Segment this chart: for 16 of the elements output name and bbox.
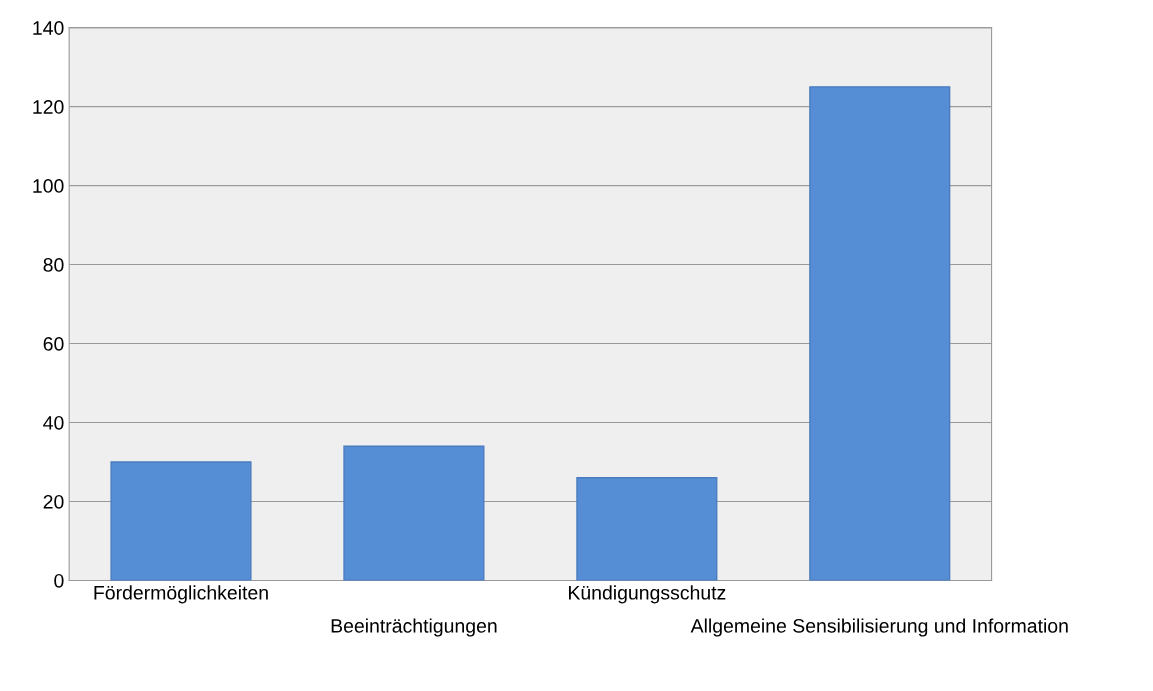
y-tick-label: 100: [33, 179, 64, 193]
bar: [809, 86, 951, 581]
x-tick-label: Allgemeine Sensibilisierung und Information: [690, 618, 1068, 637]
x-tick-label: Kündigungsschutz: [568, 585, 726, 604]
bar: [343, 445, 485, 581]
bar: [110, 461, 252, 581]
y-tick-label: 40: [43, 415, 64, 430]
x-tick-label: Beeinträchtigungen: [331, 618, 497, 637]
x-tick-label: Fördermöglichkeiten: [94, 585, 268, 604]
y-tick-label: 80: [43, 258, 64, 272]
y-tick-label: 120: [33, 100, 64, 114]
y-tick-label: 20: [43, 494, 64, 509]
y-tick-label: 140: [33, 21, 64, 35]
y-tick-label: 60: [43, 336, 64, 351]
y-tick-label: 0: [54, 573, 64, 588]
bar: [576, 477, 718, 581]
